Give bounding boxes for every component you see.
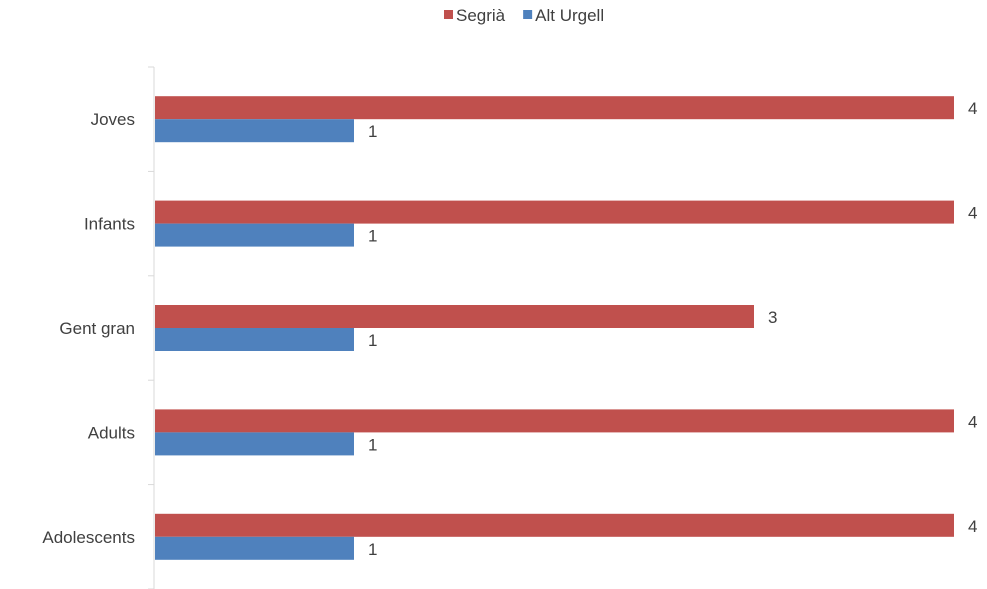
bar-segri-gent-gran — [155, 305, 754, 328]
category-axis — [148, 66, 155, 589]
legend-swatch-segri — [444, 10, 453, 19]
data-label-alt-urgell-adults: 1 — [368, 435, 377, 454]
category-label-gent-gran: Gent gran — [59, 319, 135, 338]
data-label-alt-urgell-joves: 1 — [368, 122, 377, 141]
data-label-segri-infants: 4 — [968, 204, 977, 223]
bar-alt-urgell-infants — [155, 223, 354, 247]
data-label-segri-joves: 4 — [968, 99, 977, 118]
bar-alt-urgell-adolescents — [155, 536, 354, 560]
bars — [155, 96, 954, 560]
data-label-alt-urgell-adolescents: 1 — [368, 540, 377, 559]
bar-segri-joves — [155, 96, 954, 120]
bar-alt-urgell-adults — [155, 432, 354, 456]
data-label-segri-adolescents: 4 — [968, 517, 977, 536]
bar-segri-infants — [155, 200, 954, 224]
legend-label-segri: Segrià — [456, 6, 506, 25]
legend-swatch-alt-urgell — [523, 10, 533, 19]
bar-segri-adolescents — [155, 513, 954, 537]
data-labels: 4 1 4 1 3 1 4 1 4 1 — [368, 99, 977, 559]
data-label-segri-gent-gran: 3 — [768, 308, 777, 327]
bar-alt-urgell-joves — [155, 119, 354, 143]
bar-alt-urgell-gent-gran — [155, 328, 354, 351]
category-label-infants: Infants — [84, 215, 135, 234]
data-label-alt-urgell-gent-gran: 1 — [368, 331, 377, 350]
category-label-adults: Adults — [88, 423, 135, 442]
data-label-alt-urgell-infants: 1 — [368, 227, 377, 246]
bar-segri-adults — [155, 409, 954, 433]
legend: Segrià Alt Urgell — [444, 6, 604, 25]
category-label-adolescents: Adolescents — [42, 528, 135, 547]
category-label-joves: Joves — [91, 110, 135, 129]
legend-label-alt-urgell: Alt Urgell — [535, 6, 604, 25]
category-labels: Joves Infants Gent gran Adults Adolescents — [42, 110, 135, 547]
data-label-segri-adults: 4 — [968, 412, 977, 431]
